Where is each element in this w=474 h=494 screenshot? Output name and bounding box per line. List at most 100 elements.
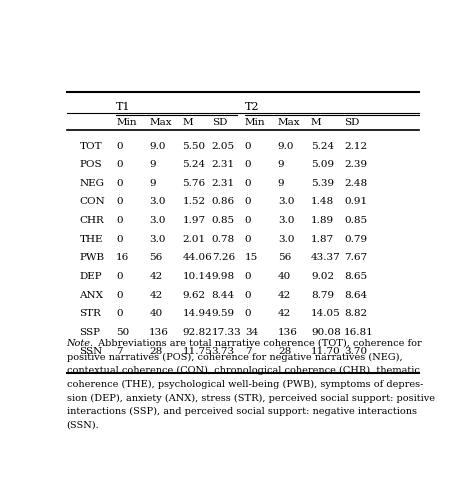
Text: 0: 0	[245, 216, 251, 225]
Text: 0: 0	[245, 235, 251, 244]
Text: 3.0: 3.0	[278, 198, 294, 206]
Text: 136: 136	[149, 328, 169, 337]
Text: 92.82: 92.82	[182, 328, 212, 337]
Text: 9.98: 9.98	[212, 272, 235, 281]
Text: 15: 15	[245, 253, 258, 262]
Text: SD: SD	[344, 118, 359, 127]
Text: 17.33: 17.33	[212, 328, 241, 337]
Text: 14.05: 14.05	[311, 309, 341, 318]
Text: 0.91: 0.91	[344, 198, 367, 206]
Text: Note.: Note.	[66, 339, 94, 348]
Text: (SSN).: (SSN).	[66, 421, 100, 430]
Text: 0: 0	[116, 272, 123, 281]
Text: 10.14: 10.14	[182, 272, 212, 281]
Text: 7.67: 7.67	[344, 253, 367, 262]
Text: 16.81: 16.81	[344, 328, 374, 337]
Text: Max: Max	[278, 118, 301, 127]
Text: 2.48: 2.48	[344, 179, 367, 188]
Text: Max: Max	[149, 118, 172, 127]
Text: interactions (SSP), and perceived social support: negative interactions: interactions (SSP), and perceived social…	[66, 408, 417, 416]
Text: 3.73: 3.73	[212, 346, 235, 356]
Text: 9.0: 9.0	[149, 141, 166, 151]
Text: M: M	[182, 118, 193, 127]
Text: 2.31: 2.31	[212, 179, 235, 188]
Text: 34: 34	[245, 328, 258, 337]
Text: M: M	[311, 118, 321, 127]
Text: SSN: SSN	[80, 346, 103, 356]
Text: 40: 40	[149, 309, 163, 318]
Text: T1: T1	[116, 102, 131, 112]
Text: 5.76: 5.76	[182, 179, 205, 188]
Text: 28: 28	[149, 346, 163, 356]
Text: 0: 0	[116, 235, 123, 244]
Text: SD: SD	[212, 118, 227, 127]
Text: 9.02: 9.02	[311, 272, 334, 281]
Text: DEP: DEP	[80, 272, 102, 281]
Text: 90.08: 90.08	[311, 328, 341, 337]
Text: STR: STR	[80, 309, 101, 318]
Text: 2.39: 2.39	[344, 160, 367, 169]
Text: 5.09: 5.09	[311, 160, 334, 169]
Text: 42: 42	[278, 290, 291, 300]
Text: 14.94: 14.94	[182, 309, 212, 318]
Text: 5.24: 5.24	[311, 141, 334, 151]
Text: 0: 0	[116, 160, 123, 169]
Text: THE: THE	[80, 235, 103, 244]
Text: 0.78: 0.78	[212, 235, 235, 244]
Text: 9.62: 9.62	[182, 290, 205, 300]
Text: 0: 0	[245, 160, 251, 169]
Text: 0: 0	[116, 179, 123, 188]
Text: 28: 28	[278, 346, 291, 356]
Text: 9: 9	[149, 179, 156, 188]
Text: 8.65: 8.65	[344, 272, 367, 281]
Text: 42: 42	[149, 290, 163, 300]
Text: 11.70: 11.70	[311, 346, 341, 356]
Text: 7: 7	[245, 346, 251, 356]
Text: 1.52: 1.52	[182, 198, 205, 206]
Text: NEG: NEG	[80, 179, 104, 188]
Text: 3.0: 3.0	[149, 235, 166, 244]
Text: 8.82: 8.82	[344, 309, 367, 318]
Text: Min: Min	[116, 118, 137, 127]
Text: 16: 16	[116, 253, 129, 262]
Text: 0: 0	[116, 141, 123, 151]
Text: 0: 0	[245, 272, 251, 281]
Text: 9.59: 9.59	[212, 309, 235, 318]
Text: 0.85: 0.85	[344, 216, 367, 225]
Text: 9.0: 9.0	[278, 141, 294, 151]
Text: CON: CON	[80, 198, 105, 206]
Text: 0: 0	[245, 290, 251, 300]
Text: 42: 42	[149, 272, 163, 281]
Text: 7.26: 7.26	[212, 253, 235, 262]
Text: 0: 0	[245, 179, 251, 188]
Text: ANX: ANX	[80, 290, 103, 300]
Text: 0: 0	[245, 309, 251, 318]
Text: 2.05: 2.05	[212, 141, 235, 151]
Text: 3.0: 3.0	[149, 216, 166, 225]
Text: 0: 0	[116, 198, 123, 206]
Text: 1.89: 1.89	[311, 216, 334, 225]
Text: 0: 0	[116, 290, 123, 300]
Text: 56: 56	[278, 253, 291, 262]
Text: 0.85: 0.85	[212, 216, 235, 225]
Text: 8.79: 8.79	[311, 290, 334, 300]
Text: 1.97: 1.97	[182, 216, 205, 225]
Text: TOT: TOT	[80, 141, 102, 151]
Text: 136: 136	[278, 328, 298, 337]
Text: 9: 9	[278, 160, 284, 169]
Text: 0: 0	[116, 309, 123, 318]
Text: positive narratives (POS), coherence for negative narratives (NEG),: positive narratives (POS), coherence for…	[66, 353, 402, 362]
Text: 7: 7	[116, 346, 123, 356]
Text: CHR: CHR	[80, 216, 104, 225]
Text: 42: 42	[278, 309, 291, 318]
Text: 3.0: 3.0	[278, 216, 294, 225]
Text: 2.31: 2.31	[212, 160, 235, 169]
Text: 1.48: 1.48	[311, 198, 334, 206]
Text: 0.79: 0.79	[344, 235, 367, 244]
Text: SSP: SSP	[80, 328, 100, 337]
Text: 50: 50	[116, 328, 129, 337]
Text: 11.75: 11.75	[182, 346, 212, 356]
Text: 5.39: 5.39	[311, 179, 334, 188]
Text: 3.70: 3.70	[344, 346, 367, 356]
Text: sion (DEP), anxiety (ANX), stress (STR), perceived social support: positive: sion (DEP), anxiety (ANX), stress (STR),…	[66, 394, 435, 403]
